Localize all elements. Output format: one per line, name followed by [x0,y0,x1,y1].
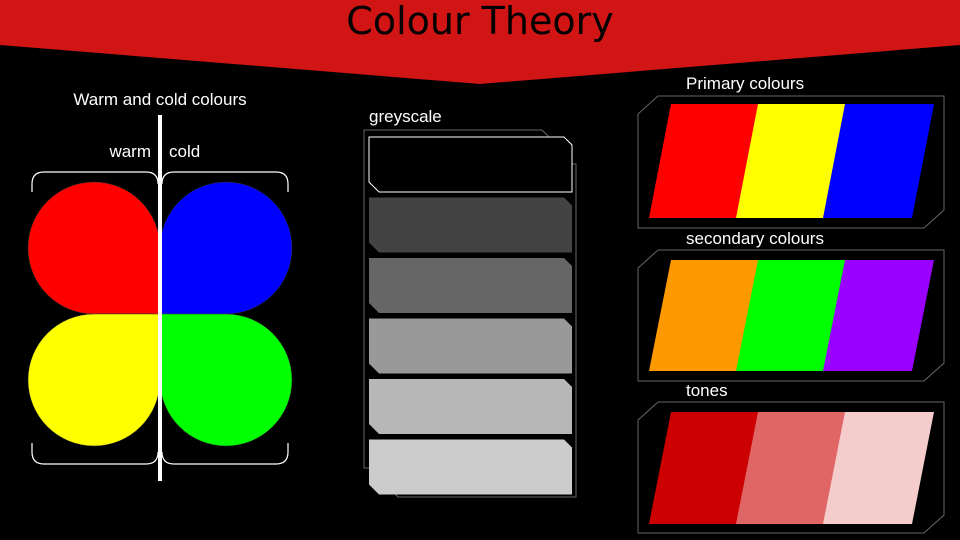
tones-label: tones [686,381,728,400]
warm-label: warm [108,142,151,161]
primary-swatch-2[interactable] [736,104,847,218]
warm-cold-heading: Warm and cold colours [73,90,246,109]
tones-frame [637,401,945,534]
secondary-swatch-3[interactable] [823,260,934,371]
greyscale-swatch-2[interactable] [369,197,572,253]
warm-top-petal[interactable] [27,181,161,315]
secondary-swatches [649,260,934,371]
primary-swatch-1[interactable] [649,104,760,218]
primary-frame [637,95,945,229]
secondary-swatch-1[interactable] [649,260,760,371]
greyscale-label: greyscale [369,107,442,126]
primary-label: Primary colours [686,74,804,93]
cold-top-bracket [161,171,289,192]
primary-swatch-3[interactable] [823,104,934,218]
title-banner [0,0,960,84]
greyscale-swatch-3[interactable] [369,258,572,313]
greyscale-swatch-4[interactable] [369,318,572,374]
tones-swatch-2[interactable] [736,412,847,524]
cold-bottom-bracket [161,443,289,465]
cold-label: cold [169,142,200,161]
greyscale-swatch-1[interactable] [368,136,573,193]
greyscale-swatches [368,136,573,495]
secondary-frame [637,249,945,382]
warm-top-bracket [31,171,159,192]
tones-swatch-1[interactable] [649,412,760,524]
greyscale-swatch-5[interactable] [369,379,572,434]
tones-swatches [649,412,934,524]
greyscale-swatch-6[interactable] [369,439,572,495]
primary-swatches [649,104,934,218]
tones-swatch-3[interactable] [823,412,934,524]
secondary-label: secondary colours [686,229,824,248]
warm-bottom-petal[interactable] [27,313,161,447]
page-title: Colour Theory [346,0,613,43]
cold-top-petal[interactable] [159,181,293,315]
cold-bottom-petal[interactable] [159,313,293,447]
secondary-swatch-2[interactable] [736,260,847,371]
warm-bottom-bracket [31,443,159,465]
